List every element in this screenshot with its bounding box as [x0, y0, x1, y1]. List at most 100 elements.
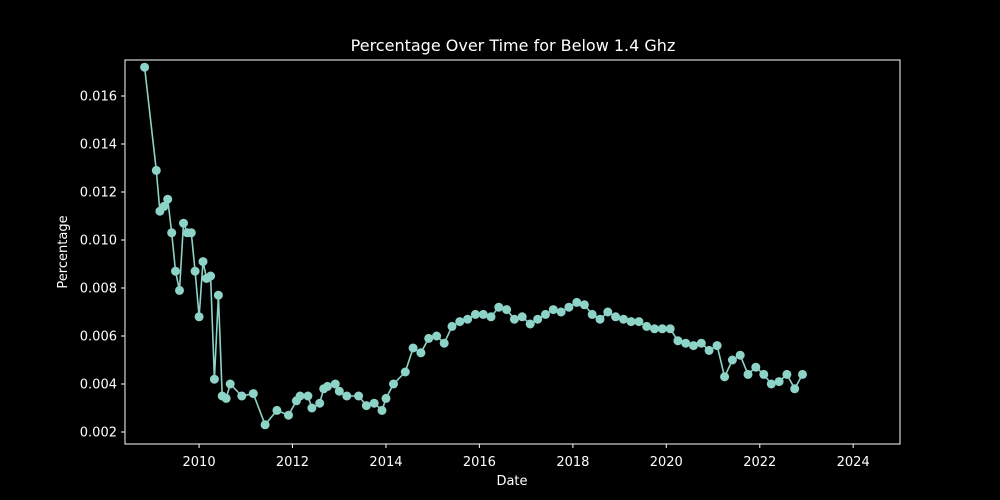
data-point [541, 309, 550, 319]
data-point [323, 381, 332, 391]
data-point [400, 367, 410, 377]
data-point [696, 338, 706, 348]
data-point [334, 386, 344, 396]
x-tick-label: 2014 [369, 455, 402, 470]
data-point [163, 194, 173, 204]
data-point [432, 331, 442, 341]
data-point [556, 307, 566, 317]
data-point [439, 338, 449, 348]
data-point [408, 343, 418, 353]
x-tick-label: 2016 [463, 455, 496, 470]
data-point [548, 305, 558, 315]
x-tick-label: 2022 [743, 455, 776, 470]
data-point [564, 302, 574, 312]
data-point [727, 355, 737, 365]
data-point [626, 317, 636, 327]
data-point [463, 314, 473, 324]
data-point [213, 290, 223, 300]
data-point [774, 377, 784, 387]
data-point [369, 398, 379, 408]
x-tick-label: 2012 [276, 455, 309, 470]
data-point [248, 389, 258, 399]
data-point [209, 374, 219, 384]
data-point [572, 297, 582, 307]
x-axis: 2010 2012 2014 2016 2018 2020 2022 2024 [183, 444, 870, 470]
data-point [315, 398, 325, 408]
x-axis-label: Date [496, 474, 527, 489]
data-point [619, 314, 628, 324]
data-point [190, 266, 200, 276]
y-tick-label: 0.010 [80, 234, 117, 249]
y-tick-label: 0.014 [80, 138, 117, 153]
data-point [689, 341, 698, 351]
data-point [657, 324, 667, 334]
data-point [206, 271, 216, 281]
data-point [650, 324, 659, 334]
data-point [225, 379, 235, 389]
data-point [377, 405, 387, 415]
data-point [354, 391, 364, 401]
data-point [389, 379, 398, 389]
data-point [361, 401, 371, 411]
data-point [342, 391, 352, 401]
data-point [272, 405, 282, 415]
data-point [509, 314, 519, 324]
data-point [634, 317, 644, 327]
data-point [455, 317, 465, 327]
data-point [159, 201, 169, 211]
data-point [486, 312, 496, 322]
series-layer [140, 62, 807, 430]
y-tick-label: 0.006 [80, 330, 117, 345]
data-point [194, 312, 204, 322]
data-point [782, 369, 792, 379]
data-point [525, 319, 535, 329]
data-point [237, 391, 247, 401]
data-point [416, 348, 426, 358]
y-tick-label: 0.004 [80, 378, 117, 393]
data-point [307, 403, 317, 413]
data-point [381, 393, 391, 403]
data-point [720, 372, 730, 382]
data-point [587, 309, 597, 319]
data-point [295, 391, 305, 401]
data-point [171, 266, 180, 276]
data-point [642, 321, 652, 331]
data-point [759, 369, 769, 379]
data-point [798, 369, 807, 379]
data-point [221, 393, 231, 403]
data-point [198, 257, 208, 267]
data-point [751, 362, 761, 372]
data-point [681, 338, 691, 348]
data-point [712, 341, 722, 351]
data-point [517, 312, 527, 322]
y-axis-label: Percentage [56, 215, 71, 288]
y-axis: 0.002 0.004 0.006 0.008 0.010 0.012 0.014 0.016 [80, 90, 125, 441]
data-point [603, 307, 613, 317]
data-point [611, 312, 621, 322]
data-point [595, 314, 605, 324]
y-tick-label: 0.002 [80, 426, 117, 441]
data-point [330, 379, 340, 389]
chart-title: Percentage Over Time for Below 1.4 Ghz [351, 36, 676, 55]
data-point [665, 324, 675, 334]
data-point [186, 228, 196, 238]
x-tick-label: 2010 [183, 455, 216, 470]
data-point [704, 345, 714, 355]
data-point [494, 302, 504, 312]
data-point [447, 321, 457, 331]
x-tick-label: 2020 [650, 455, 683, 470]
data-point [673, 336, 683, 346]
plot-area [124, 59, 901, 445]
data-point [424, 333, 434, 343]
x-tick-label: 2024 [837, 455, 870, 470]
y-tick-label: 0.016 [80, 90, 117, 105]
data-point [284, 410, 293, 420]
data-point [790, 384, 800, 394]
data-point [502, 305, 512, 315]
data-point [470, 309, 480, 319]
x-tick-label: 2018 [556, 455, 589, 470]
data-point [179, 218, 188, 228]
data-point [533, 314, 543, 324]
y-tick-label: 0.012 [80, 186, 117, 201]
